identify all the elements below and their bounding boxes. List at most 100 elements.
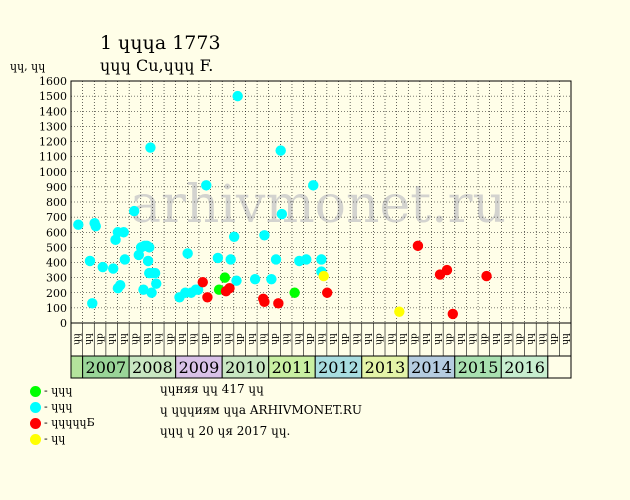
quarter-label: ɥɥ	[224, 333, 234, 345]
data-point	[441, 264, 453, 276]
y-tick-label: 1200	[39, 136, 67, 149]
data-point	[119, 254, 131, 265]
quarter-label: ɥɥ	[398, 333, 408, 345]
y-tick-label: 700	[46, 211, 67, 224]
y-tick-label: 200	[46, 287, 67, 300]
data-point	[138, 284, 149, 295]
data-point	[128, 205, 140, 217]
data-point	[212, 252, 224, 264]
year-label: 2010	[225, 358, 266, 377]
year-label: 2007	[86, 358, 127, 377]
quarter-label: ɥр	[410, 333, 420, 345]
data-point	[301, 254, 312, 265]
data-point	[182, 248, 193, 259]
quarter-label: ɥр	[479, 333, 489, 345]
quarter-label: ɥɥ	[293, 333, 303, 345]
quarter-label: ɥɥ	[154, 333, 164, 345]
legend-label: - ɥɥ	[44, 432, 66, 445]
quarter-label: ɥɥ	[72, 333, 82, 345]
quarter-label: ɥр	[270, 333, 280, 345]
y-tick-label: 1600	[39, 75, 67, 88]
data-point	[289, 287, 300, 298]
quarter-label: ɥɥ	[526, 333, 536, 345]
quarter-label: ɥр	[549, 333, 559, 345]
legend-marker-yellow-dot	[30, 434, 41, 445]
quarter-label: ɥɥ	[421, 333, 431, 345]
year-label: 2013	[365, 358, 406, 377]
quarter-label: ɥɥ	[456, 333, 466, 345]
data-point	[231, 275, 242, 286]
y-tick-label: 1400	[39, 105, 67, 118]
quarter-label: ɥɥ	[328, 333, 338, 345]
y-tick-label: 1500	[39, 90, 67, 103]
data-point	[224, 283, 235, 294]
data-point	[318, 270, 329, 282]
year-band	[70, 355, 84, 379]
data-point	[228, 231, 240, 242]
data-point	[273, 298, 284, 309]
page-subtitle: ɥɥɥ Cu,ɥɥɥ F.	[100, 56, 214, 75]
quarter-label: ɥр	[444, 333, 454, 345]
y-tick-label: 500	[46, 241, 67, 254]
year-label: 2008	[132, 358, 173, 377]
legend-label: - ɥɥɥ	[44, 400, 73, 413]
data-point	[142, 255, 154, 267]
year-label: 2015	[458, 358, 499, 377]
quarter-label: ɥр	[200, 333, 210, 345]
data-point	[316, 254, 327, 265]
info-average-price: ɥɥняя ɥɥ 417 ɥɥ	[160, 382, 264, 396]
data-point	[394, 306, 405, 317]
y-tick-label: 800	[46, 196, 67, 209]
data-point	[145, 142, 156, 153]
legend-marker-green-dot	[30, 386, 41, 397]
quarter-label: ɥр	[96, 333, 106, 345]
data-point	[276, 208, 288, 220]
quarter-label: ɥɥ	[433, 333, 443, 345]
legend-marker-red-dot	[30, 418, 41, 429]
quarter-label: ɥɥ	[84, 333, 94, 345]
quarter-label: ɥɥ	[107, 333, 117, 345]
legend-label: - ɥɥɥ	[44, 384, 73, 397]
quarter-label: ɥр	[235, 333, 245, 345]
y-tick-label: 1100	[39, 151, 67, 164]
quarter-label: ɥɥ	[212, 333, 222, 345]
data-point	[87, 298, 98, 309]
data-point	[249, 273, 261, 285]
data-point	[201, 180, 212, 191]
data-point	[232, 90, 243, 102]
y-tick-label: 300	[46, 272, 67, 285]
data-point	[275, 145, 286, 156]
y-axis-label: ɥɥ, ɥɥ	[10, 60, 46, 73]
data-point	[73, 219, 84, 230]
quarter-label: ɥɥ	[351, 333, 361, 345]
quarter-label: ɥɥ	[468, 333, 478, 345]
quarter-label: ɥр	[514, 333, 524, 345]
data-point	[90, 221, 101, 232]
data-point	[225, 254, 236, 265]
data-point	[270, 254, 282, 265]
quarter-label: ɥр	[165, 333, 175, 345]
info-date: ɥɥɥ ɥ 20 ɥя 2017 ɥɥ.	[160, 424, 291, 438]
data-point	[146, 287, 157, 298]
data-point	[144, 242, 155, 253]
quarter-label: ɥɥ	[538, 333, 548, 345]
quarter-label: ɥр	[305, 333, 315, 345]
data-point	[118, 227, 129, 238]
data-point	[149, 267, 161, 279]
data-point	[197, 276, 208, 288]
data-point	[202, 292, 213, 303]
y-tick-label: 600	[46, 226, 67, 239]
data-point	[266, 273, 277, 285]
y-tick-label: 400	[46, 257, 67, 270]
quarter-label: ɥɥ	[282, 333, 292, 345]
quarter-label: ɥр	[130, 333, 140, 345]
data-point	[151, 278, 162, 289]
y-tick-label: 1000	[39, 166, 67, 179]
legend-label: - ɥɥɥɥɥБ	[44, 416, 95, 429]
data-point	[259, 296, 270, 308]
quarter-label: ɥɥ	[491, 333, 501, 345]
info-source: ɥ ɥɥɥиям ɥɥа ARHIVMONET.RU	[160, 403, 363, 417]
data-point	[481, 270, 492, 282]
year-label: 2014	[411, 358, 452, 377]
